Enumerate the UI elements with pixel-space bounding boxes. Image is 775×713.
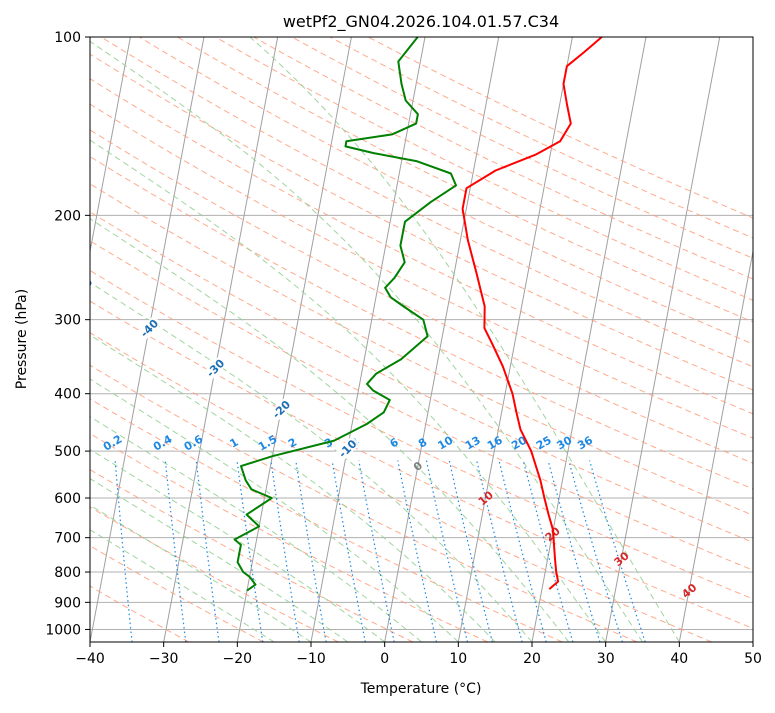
chart-title: wetPf2_GN04.2026.104.01.57.C34 <box>283 12 559 32</box>
isotherm-line <box>531 37 647 642</box>
moist-adiabat <box>90 448 385 642</box>
temperature-profile-line <box>461 37 603 590</box>
x-tick-label: −40 <box>75 651 105 667</box>
y-tick-label: 200 <box>54 208 81 224</box>
y-axis-title: Pressure (hPa) <box>14 289 30 389</box>
isotherm-label-bg <box>334 435 361 462</box>
dry-adiabat <box>90 269 753 600</box>
y-tick-label: 100 <box>54 30 81 46</box>
moist-adiabat <box>90 478 349 642</box>
x-tick-label: 30 <box>597 651 615 667</box>
isotherm-line <box>457 37 573 642</box>
x-tick-label: 20 <box>523 651 541 667</box>
isotherm-label: -50 <box>72 275 95 298</box>
moist-adiabat <box>90 218 570 642</box>
plot-frame <box>89 36 754 643</box>
isotherm-line <box>605 37 721 642</box>
x-tick-label: −20 <box>223 651 253 667</box>
mixing-ratio-line <box>164 460 187 642</box>
isotherm-label-bg <box>136 315 162 341</box>
y-tick-label: 900 <box>54 595 81 611</box>
moist-adiabat <box>90 334 496 642</box>
dry-adiabat <box>90 240 753 571</box>
mixing-ratio-line <box>295 460 327 642</box>
y-tick-label: 700 <box>54 531 81 547</box>
moist-adiabat <box>249 37 680 642</box>
isotherm-line <box>90 37 131 255</box>
dry-adiabat <box>90 300 753 629</box>
isotherm-line <box>163 37 279 642</box>
mixing-ratio-line <box>358 460 395 642</box>
x-tick-label: 50 <box>744 651 762 667</box>
isotherm-label-bg <box>202 355 229 381</box>
mixing-ratio-line <box>270 460 300 642</box>
mixing-ratio-line <box>589 460 646 642</box>
isotherm-label-bg <box>268 396 294 423</box>
y-tick-label: 1000 <box>45 622 81 638</box>
moist-adiabat <box>90 378 459 642</box>
x-tick-label: 0 <box>380 651 389 667</box>
isotherm-line <box>310 37 426 642</box>
isotherm-line <box>384 37 500 642</box>
x-tick-label: 40 <box>670 651 688 667</box>
x-tick-label: −10 <box>296 651 326 667</box>
dry-adiabat <box>90 78 753 415</box>
moist-adiabat <box>90 139 607 642</box>
x-axis-title: Temperature (°C) <box>360 681 482 697</box>
moist-adiabat <box>90 529 275 642</box>
mixing-ratio-line <box>568 460 623 642</box>
dry-adiabat <box>90 364 638 642</box>
y-tick-label: 500 <box>54 444 81 460</box>
x-tick-label: −30 <box>149 651 179 667</box>
dry-adiabat <box>90 332 712 642</box>
mixing-ratio-line <box>114 460 133 642</box>
isotherm-line <box>678 248 753 642</box>
moist-adiabat <box>90 40 643 642</box>
isotherm-line <box>236 37 352 642</box>
y-tick-label: 300 <box>54 313 81 329</box>
dry-adiabat <box>90 129 753 464</box>
dry-adiabat <box>90 469 414 642</box>
y-tick-label: 600 <box>54 491 81 507</box>
mixing-ratio-line <box>547 460 601 642</box>
dry-adiabat <box>90 398 563 642</box>
dewpoint-profile-line <box>233 37 457 592</box>
x-tick-label: 10 <box>449 651 467 667</box>
mixing-ratio-line <box>331 460 366 642</box>
dry-adiabat <box>90 103 753 439</box>
y-tick-label: 800 <box>54 565 81 581</box>
y-tick-label: 400 <box>54 387 81 403</box>
